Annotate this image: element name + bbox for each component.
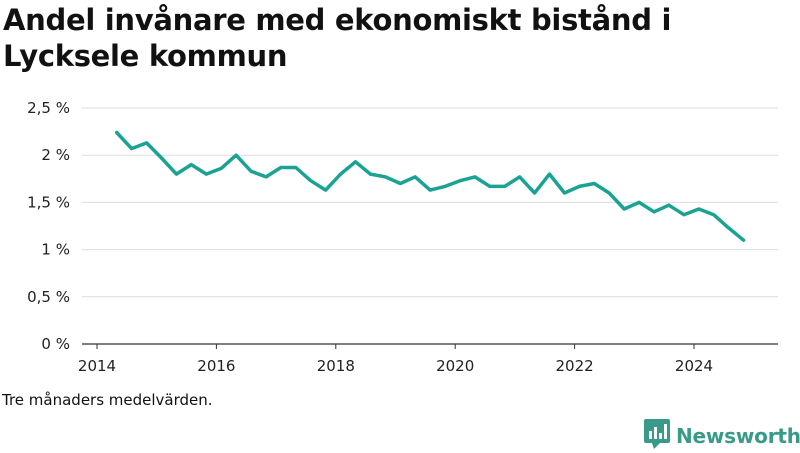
y-axis-tick-labels: 0 % 0,5 % 1 % 1,5 % 2 % 2,5 % <box>27 99 70 353</box>
y-tick-label: 0 % <box>41 335 70 353</box>
y-tick-label: 0,5 % <box>27 288 70 306</box>
x-tick-label: 2020 <box>436 357 474 375</box>
y-tick-label: 1,5 % <box>27 193 70 211</box>
x-tick-label: 2016 <box>197 357 235 375</box>
x-tick-label: 2018 <box>317 357 355 375</box>
footnote: Tre månaders medelvärden. <box>2 391 213 409</box>
brand-logo[interactable]: Newsworthy <box>644 419 800 453</box>
y-tick-label: 2 % <box>41 146 70 164</box>
x-axis-tick-labels: 2014 2016 2018 2020 2022 2024 <box>78 357 713 375</box>
series-lines <box>114 130 746 242</box>
brand-name: Newsworthy <box>676 424 800 448</box>
x-tick-label: 2022 <box>556 357 594 375</box>
x-axis <box>82 343 778 349</box>
y-tick-label: 2,5 % <box>27 99 70 117</box>
series-line <box>114 130 746 242</box>
gridlines <box>82 107 778 298</box>
x-tick-label: 2014 <box>78 357 116 375</box>
x-tick-label: 2024 <box>675 357 713 375</box>
y-tick-label: 1 % <box>41 241 70 259</box>
newsworthy-logo-icon <box>644 419 670 453</box>
chart-title: Andel invånare med ekonomiskt bistånd i … <box>3 3 672 73</box>
